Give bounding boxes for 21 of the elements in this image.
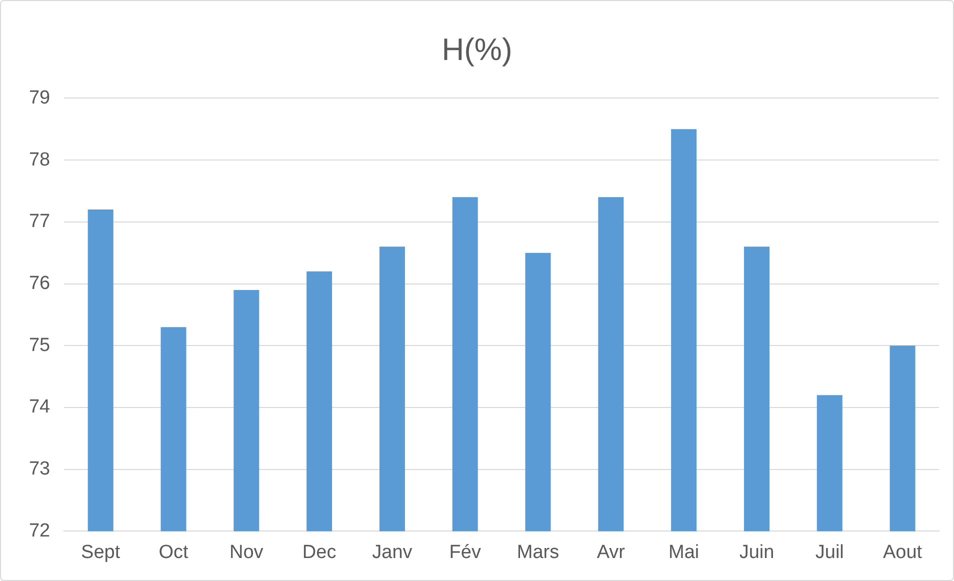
x-tick-label: Juil: [815, 542, 844, 563]
chart-title: H(%): [442, 32, 512, 68]
x-tick-label: Janv: [372, 542, 413, 563]
y-tick-label: 73: [28, 458, 50, 480]
y-tick-label: 77: [28, 211, 50, 232]
x-tick-label: Nov: [230, 542, 264, 563]
y-tick-label: 74: [28, 396, 51, 418]
y-tick-label: 79: [28, 87, 50, 108]
x-tick-label: Avr: [596, 542, 626, 563]
x-tick-label: Juin: [739, 542, 774, 563]
x-tick-label: Sept: [81, 542, 121, 563]
x-tick-label: Mai: [668, 542, 700, 563]
y-tick-label: 76: [28, 273, 50, 294]
x-tick-label: Dec: [302, 542, 336, 563]
y-tick-label: 78: [28, 149, 50, 170]
x-tick-label: Aout: [883, 542, 923, 563]
y-tick-label: 75: [28, 334, 50, 356]
y-tick-label: 72: [28, 520, 50, 542]
x-tick-label: Mars: [516, 542, 560, 563]
x-tick-label: Fév: [449, 542, 482, 563]
x-tick-label: Oct: [158, 542, 189, 563]
